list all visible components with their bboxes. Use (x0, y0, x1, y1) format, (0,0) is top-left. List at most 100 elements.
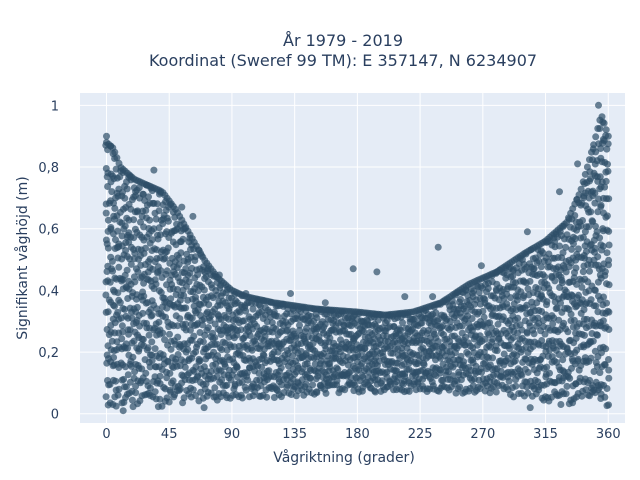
scatter-point (175, 260, 183, 268)
scatter-point (139, 335, 147, 343)
scatter-point (580, 306, 588, 314)
scatter-point (571, 212, 579, 219)
scatter-point (560, 319, 568, 327)
scatter-point (146, 363, 154, 371)
scatter-point (604, 160, 611, 168)
scatter-point (180, 292, 188, 300)
scatter-point (174, 333, 182, 341)
scatter-point (591, 286, 599, 294)
x-tick-labels: 0 45 90 135 180 225 270 315 360 (102, 427, 620, 442)
scatter-point (557, 401, 565, 408)
scatter-point (127, 260, 135, 268)
x-tick-label: 45 (161, 427, 178, 442)
scatter-point (148, 236, 156, 244)
scatter-point (592, 222, 599, 230)
chart-title-line-2: Koordinat (Sweref 99 TM): E 357147, N 62… (149, 51, 537, 70)
scatter-point (242, 307, 250, 315)
scatter-point (586, 267, 593, 275)
scatter-point (139, 309, 147, 317)
scatter-point (602, 345, 610, 353)
scatter-point (258, 363, 266, 371)
scatter-point (166, 330, 173, 338)
scatter-point (434, 338, 442, 345)
scatter-point (604, 132, 612, 140)
scatter-point (215, 271, 223, 279)
scatter-point (449, 301, 457, 309)
scatter-point (605, 281, 613, 289)
scatter-point (134, 268, 142, 276)
scatter-point (121, 194, 129, 202)
scatter-point (192, 392, 199, 399)
scatter-point (190, 332, 198, 340)
scatter-point (573, 280, 580, 288)
scatter-point (142, 207, 150, 214)
scatter-point (156, 372, 164, 380)
scatter-point (248, 346, 256, 354)
scatter-point (176, 315, 184, 323)
scatter-point (124, 371, 132, 379)
scatter-point (559, 249, 567, 257)
scatter-point (109, 267, 117, 275)
scatter-point (120, 375, 128, 383)
scatter-point (543, 298, 551, 306)
scatter-point (114, 391, 122, 399)
scatter-point (118, 335, 126, 343)
scatter-point (535, 257, 543, 265)
scatter-point (148, 357, 156, 364)
scatter-point (124, 344, 132, 352)
scatter-point (545, 284, 553, 292)
scatter-point (174, 286, 181, 293)
scatter-point (182, 320, 190, 328)
scatter-point (211, 384, 219, 392)
scatter-point (334, 365, 342, 373)
scatter-point (458, 322, 466, 330)
scatter-point (130, 337, 138, 345)
scatter-point (581, 331, 588, 339)
scatter-point (176, 385, 184, 393)
scatter-point (128, 396, 136, 404)
scatter-point (592, 302, 600, 310)
scatter-point (572, 264, 580, 272)
scatter-point (551, 277, 559, 285)
scatter-point (296, 321, 303, 329)
scatter-point (601, 393, 609, 401)
scatter-point (119, 407, 127, 415)
scatter-point (199, 338, 207, 346)
scatter-point (122, 247, 130, 254)
scatter-point (601, 183, 609, 191)
x-tick-label: 0 (102, 427, 110, 442)
scatter-point (114, 308, 122, 316)
scatter-point (238, 394, 246, 402)
scatter-point (112, 402, 120, 410)
scatter-point (214, 352, 222, 360)
scatter-point (493, 347, 501, 355)
scatter-point (182, 304, 190, 312)
scatter-point (598, 113, 606, 121)
scatter-point (169, 377, 177, 385)
scatter-point (177, 249, 185, 257)
scatter-point (237, 326, 245, 334)
scatter-point (601, 361, 609, 369)
scatter-point (326, 360, 334, 368)
scatter-point (102, 236, 110, 244)
scatter-point (564, 328, 572, 336)
scatter-point (556, 188, 563, 196)
scatter-point (586, 376, 594, 384)
scatter-point (530, 330, 538, 338)
x-axis-title: Vågriktning (grader) (273, 449, 415, 466)
scatter-points (102, 101, 613, 415)
scatter-point (140, 292, 148, 300)
scatter-point (574, 160, 582, 168)
x-tick-label: 180 (345, 427, 370, 442)
scatter-point (259, 351, 267, 359)
scatter-point (132, 389, 140, 397)
scatter-point (211, 334, 219, 342)
scatter-point (486, 319, 494, 327)
scatter-point (263, 393, 271, 401)
scatter-point (603, 249, 611, 257)
scatter-point (134, 207, 142, 215)
scatter-point (186, 326, 194, 334)
scatter-point (166, 369, 174, 377)
scatter-point (511, 357, 519, 365)
scatter-point (557, 299, 564, 307)
